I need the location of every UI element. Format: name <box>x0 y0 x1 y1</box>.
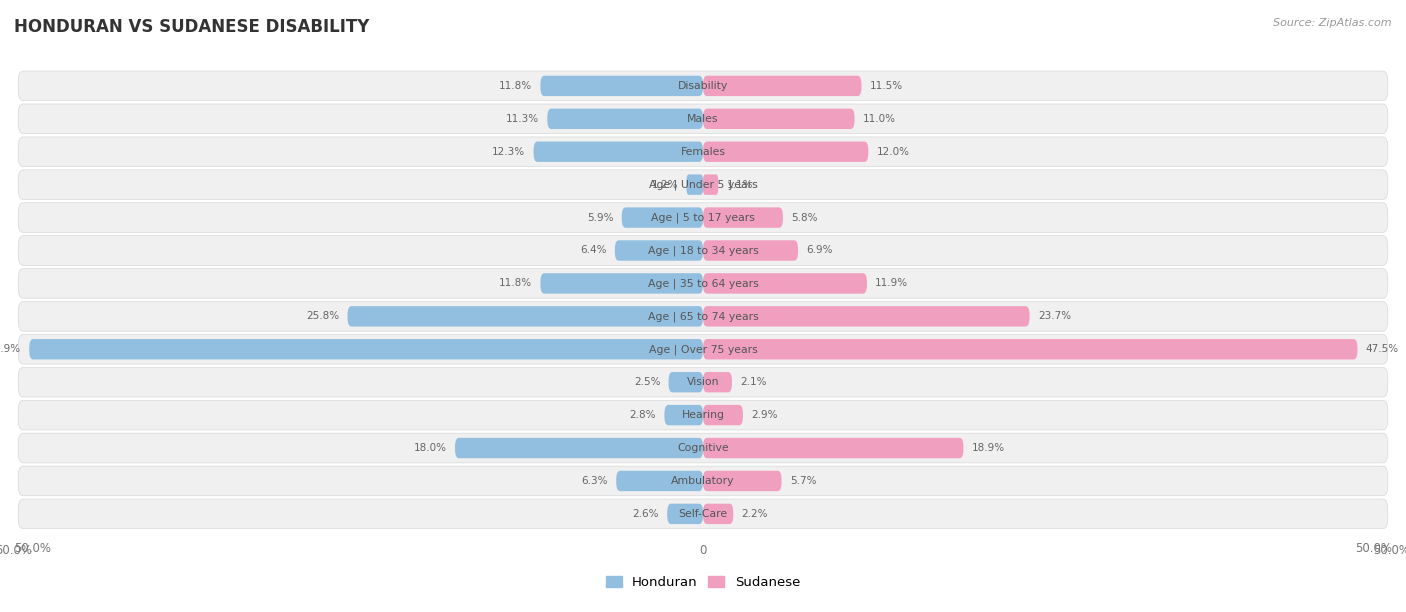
FancyBboxPatch shape <box>18 104 1388 133</box>
Text: Females: Females <box>681 147 725 157</box>
FancyBboxPatch shape <box>18 334 1388 364</box>
FancyBboxPatch shape <box>703 207 783 228</box>
Text: 18.0%: 18.0% <box>413 443 447 453</box>
Text: Age | 65 to 74 years: Age | 65 to 74 years <box>648 311 758 321</box>
FancyBboxPatch shape <box>703 241 799 261</box>
FancyBboxPatch shape <box>18 203 1388 233</box>
Text: 12.3%: 12.3% <box>492 147 526 157</box>
Text: 2.2%: 2.2% <box>741 509 768 519</box>
Text: 50.0%: 50.0% <box>1355 542 1392 555</box>
Text: 6.4%: 6.4% <box>581 245 606 255</box>
Text: 11.9%: 11.9% <box>875 278 908 288</box>
Text: Source: ZipAtlas.com: Source: ZipAtlas.com <box>1274 18 1392 28</box>
FancyBboxPatch shape <box>533 141 703 162</box>
Text: 5.9%: 5.9% <box>586 212 613 223</box>
FancyBboxPatch shape <box>18 466 1388 496</box>
FancyBboxPatch shape <box>18 236 1388 266</box>
Text: Hearing: Hearing <box>682 410 724 420</box>
Text: Age | 35 to 64 years: Age | 35 to 64 years <box>648 278 758 289</box>
FancyBboxPatch shape <box>18 170 1388 200</box>
Text: 11.8%: 11.8% <box>499 81 531 91</box>
FancyBboxPatch shape <box>616 471 703 491</box>
FancyBboxPatch shape <box>703 504 734 524</box>
Text: 1.1%: 1.1% <box>727 180 754 190</box>
FancyBboxPatch shape <box>668 504 703 524</box>
Text: 11.5%: 11.5% <box>870 81 903 91</box>
Text: 5.8%: 5.8% <box>792 212 818 223</box>
Text: 2.5%: 2.5% <box>634 377 661 387</box>
Text: 11.0%: 11.0% <box>863 114 896 124</box>
FancyBboxPatch shape <box>18 433 1388 463</box>
Text: 18.9%: 18.9% <box>972 443 1005 453</box>
FancyBboxPatch shape <box>665 405 703 425</box>
FancyBboxPatch shape <box>703 76 862 96</box>
FancyBboxPatch shape <box>703 306 1029 327</box>
FancyBboxPatch shape <box>703 372 733 392</box>
Text: 25.8%: 25.8% <box>307 312 339 321</box>
FancyBboxPatch shape <box>540 273 703 294</box>
FancyBboxPatch shape <box>703 471 782 491</box>
Text: 12.0%: 12.0% <box>876 147 910 157</box>
FancyBboxPatch shape <box>669 372 703 392</box>
FancyBboxPatch shape <box>18 71 1388 101</box>
FancyBboxPatch shape <box>703 273 868 294</box>
Text: 5.7%: 5.7% <box>790 476 817 486</box>
FancyBboxPatch shape <box>30 339 703 359</box>
FancyBboxPatch shape <box>703 108 855 129</box>
Text: 2.9%: 2.9% <box>751 410 778 420</box>
Text: 11.8%: 11.8% <box>499 278 531 288</box>
FancyBboxPatch shape <box>18 137 1388 166</box>
Text: Age | 18 to 34 years: Age | 18 to 34 years <box>648 245 758 256</box>
FancyBboxPatch shape <box>456 438 703 458</box>
FancyBboxPatch shape <box>18 367 1388 397</box>
Text: Self-Care: Self-Care <box>679 509 727 519</box>
Text: Ambulatory: Ambulatory <box>671 476 735 486</box>
Text: HONDURAN VS SUDANESE DISABILITY: HONDURAN VS SUDANESE DISABILITY <box>14 18 370 36</box>
FancyBboxPatch shape <box>703 141 869 162</box>
FancyBboxPatch shape <box>703 438 963 458</box>
FancyBboxPatch shape <box>18 499 1388 529</box>
FancyBboxPatch shape <box>18 302 1388 331</box>
Text: 48.9%: 48.9% <box>0 345 21 354</box>
FancyBboxPatch shape <box>18 400 1388 430</box>
Text: Vision: Vision <box>686 377 720 387</box>
Text: Cognitive: Cognitive <box>678 443 728 453</box>
Text: Disability: Disability <box>678 81 728 91</box>
FancyBboxPatch shape <box>18 269 1388 298</box>
Text: Age | Under 5 years: Age | Under 5 years <box>648 179 758 190</box>
FancyBboxPatch shape <box>703 339 1358 359</box>
FancyBboxPatch shape <box>703 405 742 425</box>
Text: 23.7%: 23.7% <box>1038 312 1071 321</box>
Text: 47.5%: 47.5% <box>1365 345 1399 354</box>
FancyBboxPatch shape <box>703 174 718 195</box>
Legend: Honduran, Sudanese: Honduran, Sudanese <box>600 570 806 594</box>
FancyBboxPatch shape <box>540 76 703 96</box>
FancyBboxPatch shape <box>547 108 703 129</box>
FancyBboxPatch shape <box>621 207 703 228</box>
Text: 2.6%: 2.6% <box>633 509 659 519</box>
Text: 50.0%: 50.0% <box>14 542 51 555</box>
Text: 11.3%: 11.3% <box>506 114 538 124</box>
Text: Males: Males <box>688 114 718 124</box>
FancyBboxPatch shape <box>347 306 703 327</box>
Text: 6.3%: 6.3% <box>582 476 607 486</box>
Text: Age | 5 to 17 years: Age | 5 to 17 years <box>651 212 755 223</box>
Text: 2.1%: 2.1% <box>740 377 766 387</box>
Text: 6.9%: 6.9% <box>807 245 832 255</box>
FancyBboxPatch shape <box>686 174 703 195</box>
Text: 2.8%: 2.8% <box>630 410 657 420</box>
Text: Age | Over 75 years: Age | Over 75 years <box>648 344 758 354</box>
FancyBboxPatch shape <box>614 241 703 261</box>
Text: 1.2%: 1.2% <box>652 180 678 190</box>
